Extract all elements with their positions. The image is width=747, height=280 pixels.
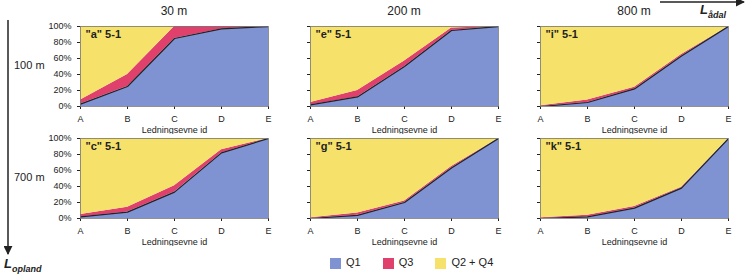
- svg-text:"i" 5-1: "i" 5-1: [546, 28, 578, 40]
- svg-text:Ledningsevne id: Ledningsevne id: [372, 237, 438, 247]
- svg-text:A: A: [537, 114, 543, 124]
- svg-text:Ledningsevne id: Ledningsevne id: [142, 237, 208, 247]
- svg-text:E: E: [265, 226, 271, 236]
- svg-text:0%: 0%: [58, 213, 71, 223]
- svg-text:B: B: [124, 114, 130, 124]
- svg-text:C: C: [171, 226, 178, 236]
- svg-text:"g" 5-1: "g" 5-1: [316, 140, 352, 152]
- svg-text:D: D: [448, 114, 455, 124]
- html-text:Lopland: Lopland: [4, 256, 42, 274]
- svg-text:60%: 60%: [53, 165, 71, 175]
- svg-text:100%: 100%: [48, 22, 71, 31]
- svg-text:20%: 20%: [53, 85, 71, 95]
- svg-text:Ledningsevne id: Ledningsevne id: [602, 125, 668, 135]
- svg-text:80%: 80%: [53, 149, 71, 159]
- svg-text:40%: 40%: [53, 181, 71, 191]
- svg-text:E: E: [725, 226, 731, 236]
- svg-text:A: A: [537, 226, 543, 236]
- svg-text:Ledningsevne id: Ledningsevne id: [602, 237, 668, 247]
- svg-text:A: A: [77, 114, 83, 124]
- svg-text:C: C: [401, 114, 408, 124]
- html-text:30 m: 30 m: [160, 4, 188, 18]
- svg-text:40%: 40%: [53, 69, 71, 79]
- svg-text:B: B: [354, 114, 360, 124]
- svg-text:C: C: [171, 114, 178, 124]
- html-text:200 m: 200 m: [387, 4, 421, 18]
- svg-text:A: A: [307, 226, 313, 236]
- svg-text:B: B: [584, 226, 590, 236]
- svg-text:"c" 5-1: "c" 5-1: [86, 140, 122, 152]
- svg-text:B: B: [584, 114, 590, 124]
- svg-text:Ledningsevne id: Ledningsevne id: [372, 125, 438, 135]
- svg-text:D: D: [448, 226, 455, 236]
- svg-text:C: C: [631, 114, 638, 124]
- svg-text:B: B: [354, 226, 360, 236]
- svg-text:B: B: [124, 226, 130, 236]
- svg-text:80%: 80%: [53, 37, 71, 47]
- html-text:800 m: 800 m: [617, 4, 651, 18]
- svg-text:D: D: [678, 114, 685, 124]
- svg-text:"a" 5-1: "a" 5-1: [86, 28, 122, 40]
- svg-text:"e" 5-1: "e" 5-1: [316, 28, 352, 40]
- svg-text:D: D: [218, 226, 225, 236]
- html-text:100 m: 100 m: [14, 59, 45, 71]
- svg-text:20%: 20%: [53, 197, 71, 207]
- svg-text:100%: 100%: [48, 134, 71, 143]
- html-text:Lådal: Lådal: [700, 2, 726, 20]
- svg-text:E: E: [495, 226, 501, 236]
- html-text:700 m: 700 m: [14, 171, 45, 183]
- html-text:Q2 + Q4: Q2 + Q4: [451, 256, 494, 268]
- svg-text:C: C: [631, 226, 638, 236]
- svg-text:E: E: [265, 114, 271, 124]
- svg-text:Ledningsevne id: Ledningsevne id: [142, 125, 208, 135]
- svg-text:E: E: [495, 114, 501, 124]
- html-text:Q3: Q3: [398, 256, 414, 268]
- svg-text:C: C: [401, 226, 408, 236]
- svg-text:A: A: [307, 114, 313, 124]
- svg-text:E: E: [725, 114, 731, 124]
- svg-text:A: A: [77, 226, 83, 236]
- html-text:Q1: Q1: [346, 256, 361, 268]
- svg-text:D: D: [218, 114, 225, 124]
- svg-text:"k" 5-1: "k" 5-1: [546, 140, 582, 152]
- svg-text:0%: 0%: [58, 101, 71, 111]
- svg-text:D: D: [678, 226, 685, 236]
- svg-text:60%: 60%: [53, 53, 71, 63]
